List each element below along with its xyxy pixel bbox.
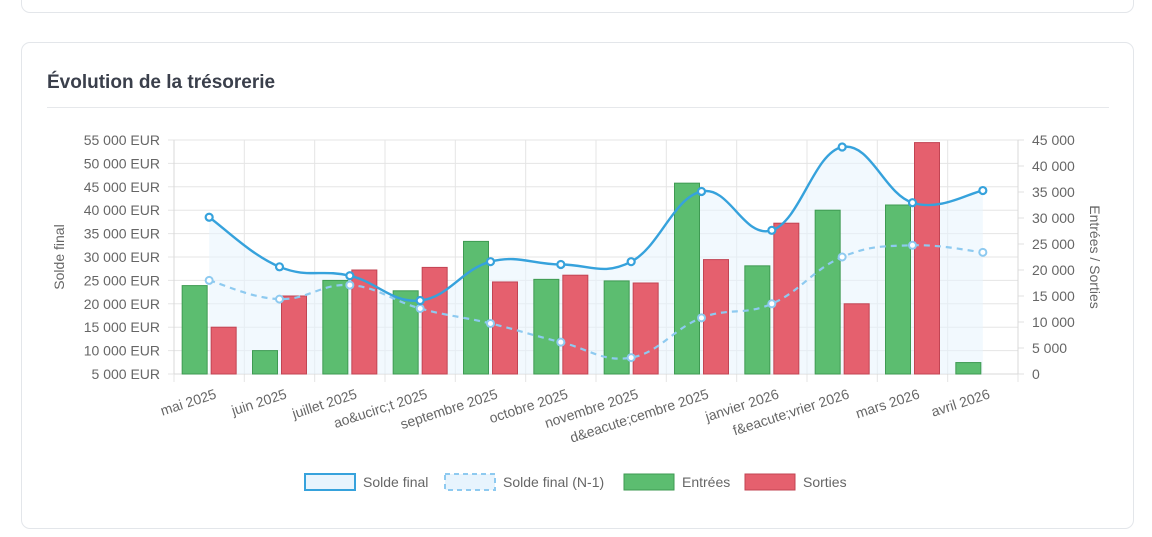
point-solde-n1[interactable] xyxy=(767,299,777,309)
title-divider xyxy=(47,107,1109,108)
point-solde[interactable] xyxy=(415,295,425,306)
point-solde-n1[interactable] xyxy=(556,337,566,347)
point-solde[interactable] xyxy=(978,185,988,196)
bar-sorties[interactable] xyxy=(492,281,518,375)
left-tick-label: 15 000 EUR xyxy=(84,319,160,335)
point-solde-n1[interactable] xyxy=(275,294,284,304)
right-tick-label: 15 000 xyxy=(1032,288,1075,304)
left-tick-label: 10 000 EUR xyxy=(84,343,160,359)
bar-entrees[interactable] xyxy=(252,350,278,375)
point-solde[interactable] xyxy=(907,198,918,208)
point-solde[interactable] xyxy=(345,271,355,281)
bar-entrees[interactable] xyxy=(463,240,489,375)
bar-entrees[interactable] xyxy=(322,279,349,375)
bar-sorties[interactable] xyxy=(210,326,237,375)
point-solde-n1[interactable] xyxy=(908,240,917,250)
point-solde[interactable] xyxy=(767,225,777,235)
right-tick-label: 35 000 xyxy=(1032,184,1075,200)
point-solde[interactable] xyxy=(626,257,636,267)
bar-sorties[interactable] xyxy=(773,222,800,375)
point-solde[interactable] xyxy=(556,259,566,270)
right-tick-label: 25 000 xyxy=(1032,236,1075,252)
line-solde-n1 xyxy=(208,244,983,360)
left-tick-label: 50 000 EUR xyxy=(84,155,160,171)
point-solde[interactable] xyxy=(837,142,847,152)
legend-label: Entrées xyxy=(682,474,730,490)
bar-entrees[interactable] xyxy=(744,265,771,375)
bar-entrees[interactable] xyxy=(674,182,700,375)
bar-sorties[interactable] xyxy=(914,142,940,375)
legend-swatch xyxy=(304,473,356,491)
legend-label: Solde final (N-1) xyxy=(503,474,604,490)
bar-entrees[interactable] xyxy=(814,209,841,375)
point-solde-n1[interactable] xyxy=(345,280,355,290)
legend-item[interactable]: Entrées xyxy=(623,473,730,491)
point-solde-n1[interactable] xyxy=(626,353,636,363)
bar-sorties[interactable] xyxy=(632,282,659,375)
bar-sorties[interactable] xyxy=(703,259,729,375)
point-solde[interactable] xyxy=(274,262,285,272)
legend-label: Sorties xyxy=(803,474,847,490)
bar-sorties[interactable] xyxy=(281,295,307,375)
bar-entrees[interactable] xyxy=(533,278,560,375)
legend-item[interactable]: Solde final xyxy=(304,473,428,491)
left-tick-label: 35 000 EUR xyxy=(84,226,160,242)
left-tick-label: 55 000 EUR xyxy=(84,132,160,148)
bar-entrees[interactable] xyxy=(181,285,208,375)
chart-bars xyxy=(181,142,982,375)
left-tick-label: 25 000 EUR xyxy=(84,272,160,288)
point-solde-n1[interactable] xyxy=(697,313,706,323)
point-solde[interactable] xyxy=(696,186,707,197)
x-tick-label: mai 2025 xyxy=(158,386,218,419)
point-solde-n1[interactable] xyxy=(978,247,988,257)
legend-swatch xyxy=(444,473,496,491)
bar-entrees[interactable] xyxy=(392,290,419,375)
bar-entrees[interactable] xyxy=(603,280,630,375)
x-tick-label: mars 2026 xyxy=(854,386,922,422)
left-tick-label: 20 000 EUR xyxy=(84,296,160,312)
point-solde-n1[interactable] xyxy=(415,303,425,313)
point-solde[interactable] xyxy=(204,212,214,222)
chart-legend: Solde final Solde final (N-1) Entrées Sorti… xyxy=(304,473,847,491)
legend-swatch xyxy=(623,473,675,491)
right-tick-label: 10 000 xyxy=(1032,314,1075,330)
bar-entrees[interactable] xyxy=(885,204,911,375)
point-solde-n1[interactable] xyxy=(837,252,847,262)
left-tick-label: 40 000 EUR xyxy=(84,202,160,218)
point-solde[interactable] xyxy=(485,257,496,267)
legend-swatch xyxy=(744,473,796,491)
chart-card-title: Évolution de la trésorerie xyxy=(47,72,276,93)
legend-item[interactable]: Sorties xyxy=(744,473,847,491)
bar-sorties[interactable] xyxy=(843,303,870,375)
right-tick-label: 40 000 xyxy=(1032,158,1075,174)
legend-item[interactable]: Solde final (N-1) xyxy=(444,473,604,491)
right-tick-label: 0 xyxy=(1032,366,1040,382)
right-tick-label: 5 000 xyxy=(1032,340,1067,356)
bar-sorties[interactable] xyxy=(562,274,589,375)
legend-label: Solde final xyxy=(363,474,428,490)
point-solde-n1[interactable] xyxy=(486,318,495,328)
chart-lines xyxy=(204,142,988,363)
bar-sorties[interactable] xyxy=(421,266,448,375)
x-tick-label: avril 2026 xyxy=(929,386,992,420)
x-tick-label: juin 2025 xyxy=(228,386,288,419)
left-axis-title: Solde final xyxy=(51,224,67,289)
previous-card xyxy=(21,0,1134,13)
right-tick-label: 45 000 xyxy=(1032,132,1075,148)
left-tick-label: 45 000 EUR xyxy=(84,179,160,195)
right-axis-title: Entrées / Sorties xyxy=(1087,205,1103,309)
bar-entrees[interactable] xyxy=(955,362,982,375)
left-tick-label: 5 000 EUR xyxy=(92,366,160,382)
point-solde-n1[interactable] xyxy=(204,275,214,285)
left-tick-label: 30 000 EUR xyxy=(84,249,160,265)
right-tick-label: 20 000 xyxy=(1032,262,1075,278)
right-tick-label: 30 000 xyxy=(1032,210,1075,226)
